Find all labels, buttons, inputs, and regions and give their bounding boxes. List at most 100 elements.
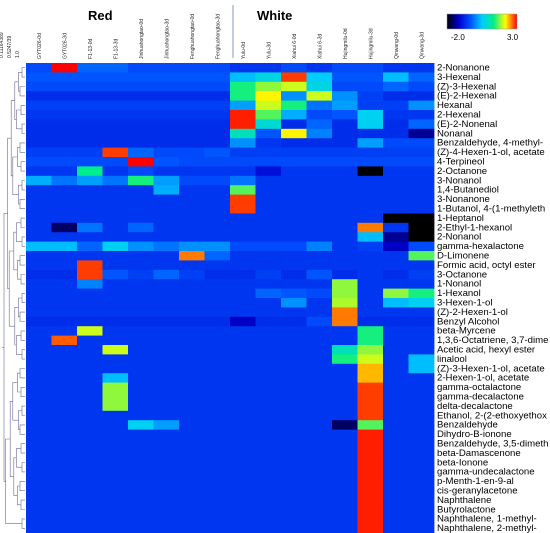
- heatmap-cell: [128, 523, 154, 533]
- heatmap-cell: [357, 476, 384, 487]
- heatmap-cell: [357, 363, 384, 374]
- heatmap-cell: [230, 100, 256, 111]
- heatmap-cell: [306, 63, 333, 73]
- heatmap-cell: [102, 382, 129, 393]
- heatmap-cell: [204, 260, 231, 271]
- heatmap-cell: [332, 260, 358, 271]
- heatmap-cell: [306, 514, 333, 524]
- heatmap-cell: [51, 410, 78, 421]
- heatmap-cell: [408, 392, 435, 402]
- row-label: Naphthalene: [437, 495, 491, 506]
- dendrogram-branch: [21, 180, 25, 191]
- row-label: 2-Hexen-1-ol, acetate: [437, 373, 529, 384]
- heatmap-cell: [128, 185, 154, 195]
- heatmap-cell: [26, 439, 52, 449]
- heatmap-cell: [153, 448, 180, 459]
- heatmap-cell: [204, 110, 231, 120]
- heatmap-cell: [26, 81, 52, 92]
- row-label: Benzaldehyde, 4-methyl-: [437, 138, 543, 149]
- heatmap-cell: [306, 91, 333, 101]
- heatmap-cell: [179, 429, 205, 440]
- heatmap-cell: [230, 392, 256, 402]
- dendrogram-branch: [9, 401, 14, 477]
- heatmap-cell: [204, 100, 231, 111]
- heatmap-cell: [332, 63, 358, 73]
- heatmap-cell: [332, 147, 358, 158]
- heatmap-cell: [128, 166, 154, 177]
- heatmap-cell: [26, 345, 52, 355]
- heatmap-cell: [255, 128, 282, 139]
- heatmap-cell: [179, 392, 205, 402]
- heatmap-cell: [230, 63, 256, 73]
- heatmap-cell: [408, 326, 435, 336]
- heatmap-cell: [179, 119, 205, 130]
- heatmap-cell: [204, 298, 231, 308]
- heatmap-cell: [357, 81, 384, 92]
- heatmap-cell: [383, 204, 409, 214]
- heatmap-cell: [357, 335, 384, 346]
- heatmap-cell: [153, 213, 180, 224]
- heatmap-cell: [306, 279, 333, 289]
- dendrogram-branch: [20, 105, 25, 115]
- column-label: Xiahui 6-3d: [317, 33, 323, 59]
- heatmap-cell: [204, 288, 231, 299]
- heatmap-cell: [204, 420, 231, 430]
- heatmap-cell: [332, 298, 358, 308]
- heatmap-cell: [26, 420, 52, 430]
- heatmap-cell: [102, 157, 129, 167]
- row-dendrogram: [2, 67, 25, 529]
- heatmap-cell: [230, 175, 256, 186]
- heatmap-cell: [102, 354, 129, 365]
- heatmap-cell: [255, 222, 282, 233]
- row-label: (Z)-3-Hexenal: [437, 81, 496, 92]
- heatmap-cell: [204, 316, 231, 327]
- column-label: F1-13-3d: [113, 38, 119, 59]
- heatmap-cell: [77, 486, 103, 496]
- heatmap-cell: [128, 467, 154, 477]
- heatmap-cell: [153, 110, 180, 120]
- heatmap-cell: [383, 523, 409, 533]
- heatmap-cell: [408, 110, 435, 120]
- heatmap-cell: [26, 166, 52, 177]
- heatmap-cell: [179, 213, 205, 224]
- heatmap-cell: [153, 298, 180, 308]
- heatmap-cell: [281, 345, 307, 355]
- heatmap-cell: [77, 467, 103, 477]
- heatmap-cell: [383, 194, 409, 205]
- heatmap-cell: [357, 316, 384, 327]
- heatmap-cell: [408, 100, 435, 111]
- heatmap-cell: [230, 467, 256, 477]
- dendrogram-branch: [21, 518, 25, 529]
- heatmap-cell: [77, 269, 103, 280]
- heatmap-cell: [357, 204, 384, 214]
- heatmap-cell: [77, 175, 103, 186]
- heatmap-cell: [26, 354, 52, 365]
- heatmap-cell: [383, 326, 409, 336]
- heatmap-cell: [383, 269, 409, 280]
- heatmap-cell: [306, 138, 333, 148]
- heatmap-cell: [102, 232, 129, 242]
- heatmap-cell: [179, 514, 205, 524]
- heatmap-cell: [306, 100, 333, 111]
- heatmap-cell: [179, 410, 205, 421]
- heatmap-cell: [255, 439, 282, 449]
- heatmap-cell: [26, 363, 52, 374]
- row-label: gamma-decalactone: [437, 392, 524, 403]
- heatmap-cell: [77, 241, 103, 252]
- heatmap-cell: [332, 457, 358, 468]
- heatmap-cell: [281, 486, 307, 496]
- heatmap-cell: [153, 486, 180, 496]
- heatmap-cell: [357, 288, 384, 299]
- heatmap-cell: [383, 260, 409, 271]
- heatmap-cell: [204, 279, 231, 289]
- heatmap-cell: [77, 439, 103, 449]
- heatmap-cell: [281, 476, 307, 487]
- heatmap-cell: [128, 429, 154, 440]
- heatmap-cell: [204, 335, 231, 346]
- heatmap-cell: [281, 448, 307, 459]
- heatmap-cell: [230, 91, 256, 101]
- row-label: (Z)-3-Hexen-1-ol, acetate: [437, 363, 545, 374]
- heatmap-cell: [179, 175, 205, 186]
- heatmap-cell: [383, 373, 409, 383]
- heatmap-cell: [128, 269, 154, 280]
